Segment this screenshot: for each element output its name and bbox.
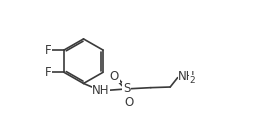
Text: O: O [110, 70, 119, 83]
Text: S: S [123, 82, 130, 95]
Text: NH: NH [178, 70, 196, 83]
Text: F: F [45, 44, 51, 57]
Text: O: O [125, 96, 134, 109]
Text: F: F [45, 66, 51, 79]
Text: 2: 2 [190, 76, 195, 85]
Text: NH: NH [92, 84, 110, 97]
